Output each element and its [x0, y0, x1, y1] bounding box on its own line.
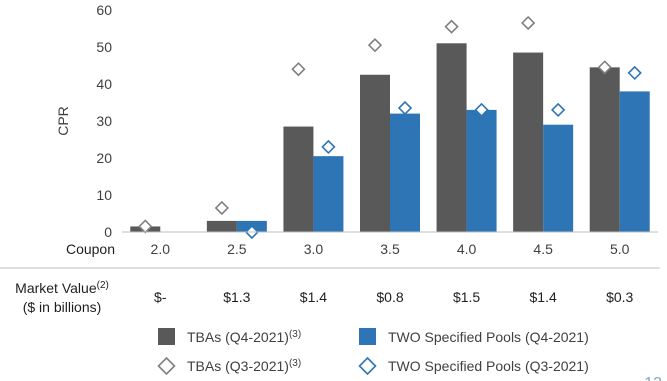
specified-pool-q3-marker: [321, 139, 336, 155]
coupon-tick-label: 4.5: [533, 241, 553, 257]
specified-pool-q3-marker: [474, 102, 489, 118]
legend-label-text: TWO Specified Pools (Q3-2021): [388, 358, 589, 374]
tba-q4-bar: [360, 74, 390, 232]
legend-swatch: [359, 328, 376, 345]
tba-q3-marker: [521, 15, 536, 31]
legend-label-text: TBAs (Q4-2021): [187, 329, 289, 345]
tba-q4-bar: [589, 67, 620, 232]
legend-swatch: [158, 328, 175, 345]
specified-pool-q4-bar: [313, 156, 344, 232]
legend-label-text: TWO Specified Pools (Q4-2021): [388, 329, 589, 345]
coupon-tick-label: 3.0: [304, 241, 324, 257]
legend: TBAs (Q4-2021)(3) TWO Specified Pools (Q4…: [157, 328, 589, 376]
coupon-tick-label: 3.5: [380, 241, 400, 257]
tba-q3-marker: [367, 38, 383, 53]
legend-item: TWO Specified Pools (Q4-2021): [359, 328, 589, 345]
plot-area: [130, 15, 650, 240]
legend-item: TBAs (Q4-2021)(3): [158, 328, 301, 345]
specified-pool-q4-bar: [390, 113, 420, 232]
legend-marker: [157, 356, 176, 376]
specified-pool-q4-bar: [466, 109, 497, 232]
legend-label: TBAs (Q3-2021)(3): [187, 358, 301, 375]
legend-label: TWO Specified Pools (Q3-2021): [388, 358, 589, 374]
tba-q4-bar: [513, 52, 544, 232]
legend-item: TBAs (Q3-2021)(3): [157, 356, 301, 376]
market-value-cell: $1.5: [453, 289, 480, 305]
market-value-values: $- $1.3 $1.4 $0.8 $1.5 $1.4 $0.3: [154, 289, 633, 305]
coupon-tick-label: 5.0: [610, 241, 630, 257]
market-value-cell: $1.3: [223, 289, 250, 305]
coupon-tick-label: 2.5: [227, 241, 247, 257]
market-value-label-text: Market Value: [15, 280, 97, 296]
y-tick-label: 40: [96, 76, 112, 92]
y-tick-label: 50: [96, 39, 112, 55]
y-axis-title: CPR: [55, 106, 71, 136]
svg-text:Market Value(2): Market Value(2): [15, 280, 109, 297]
market-value-cell: $0.8: [376, 289, 403, 305]
market-value-cell: $0.3: [606, 289, 633, 305]
legend-marker: [358, 356, 377, 376]
specified-pool-q3-marker: [627, 65, 642, 81]
tba-q4-bar: [283, 126, 314, 232]
market-value-label: Market Value(2) ($ in billions): [15, 280, 109, 316]
tba-q3-marker: [597, 60, 612, 75]
market-value-cell: $-: [154, 289, 167, 305]
market-value-label-superscript: (2): [97, 280, 109, 291]
coupon-row-label: Coupon: [66, 241, 115, 257]
y-tick-label: 0: [104, 224, 112, 240]
y-tick-label: 60: [96, 2, 112, 18]
specified-pool-q3-marker: [397, 100, 413, 116]
specified-pool-q3-marker: [551, 102, 566, 118]
legend-label-text: TBAs (Q3-2021): [187, 358, 289, 374]
coupon-tick-label: 4.0: [457, 241, 477, 257]
tba-q4-bar: [206, 220, 237, 232]
x-axis-ticks: 2.0 2.5 3.0 3.5 4.0 4.5 5.0: [151, 241, 630, 257]
legend-label-superscript: (3): [289, 358, 301, 369]
tba-q4-bar: [436, 43, 467, 232]
legend-item: TWO Specified Pools (Q3-2021): [358, 356, 589, 376]
tba-q3-marker: [214, 200, 229, 216]
specified-pool-q4-bar: [543, 124, 574, 232]
specified-pool-q4-bar: [619, 91, 650, 233]
y-axis-ticks: 0 10 20 30 40 50 60: [96, 2, 112, 240]
y-tick-label: 30: [96, 113, 112, 129]
legend-label: TWO Specified Pools (Q4-2021): [388, 329, 589, 345]
y-tick-label: 20: [96, 150, 112, 166]
tba-q3-marker: [291, 62, 306, 77]
legend-label-superscript: (3): [289, 329, 301, 340]
page-number: 13: [644, 375, 662, 381]
market-value-cell: $1.4: [300, 289, 327, 305]
legend-label: TBAs (Q4-2021)(3): [187, 329, 301, 346]
coupon-tick-label: 2.0: [151, 241, 171, 257]
tba-q3-marker: [444, 19, 459, 34]
market-value-units: ($ in billions): [23, 299, 102, 315]
y-tick-label: 10: [96, 187, 112, 203]
market-value-cell: $1.4: [530, 289, 557, 305]
